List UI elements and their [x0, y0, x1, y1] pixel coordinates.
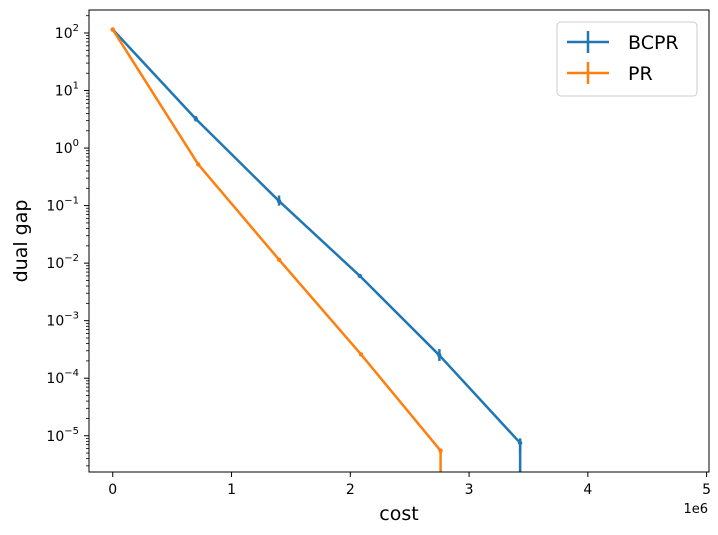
x-tick-label-1: 1	[227, 482, 236, 498]
legend-box	[556, 21, 698, 97]
point-pr-0	[110, 27, 115, 32]
y-tick-label-2: 100	[55, 138, 79, 157]
point-pr-1	[196, 162, 201, 167]
y-tick-label-1: 101	[55, 81, 79, 100]
legend-label-bcpr: BCPR	[628, 32, 679, 54]
x-tick-label-0: 0	[108, 482, 117, 498]
x-axis-label: cost	[379, 503, 418, 525]
x-tick-label-3: 3	[465, 482, 474, 498]
y-tick-label-7: 10−5	[46, 426, 79, 445]
point-pr-3	[358, 352, 364, 357]
x-tick-label-5: 5	[702, 482, 711, 498]
plot-frame	[88, 9, 710, 473]
x-offset-label: 1e6	[683, 502, 708, 517]
y-axis-label: dual gap	[10, 200, 32, 283]
y-tick-label-0: 102	[55, 23, 79, 42]
point-bcpr-4	[437, 353, 442, 358]
series-line-pr	[111, 28, 442, 472]
point-bcpr-2	[276, 198, 282, 204]
legend-label-pr: PR	[628, 63, 653, 85]
point-bcpr-5	[517, 440, 523, 446]
point-pr-4	[438, 448, 443, 453]
y-tick-label-6: 10−4	[46, 368, 79, 387]
y-tick-label-4: 10−2	[46, 253, 79, 272]
y-tick-label-5: 10−3	[46, 311, 79, 330]
point-bcpr-1	[193, 116, 199, 122]
legend: BCPR PR	[556, 21, 698, 97]
point-pr-2	[276, 257, 282, 262]
x-tick-label-2: 2	[346, 482, 355, 498]
y-tick-label-3: 10−1	[46, 196, 79, 215]
point-bcpr-3	[357, 273, 363, 279]
x-tick-label-4: 4	[583, 482, 592, 498]
